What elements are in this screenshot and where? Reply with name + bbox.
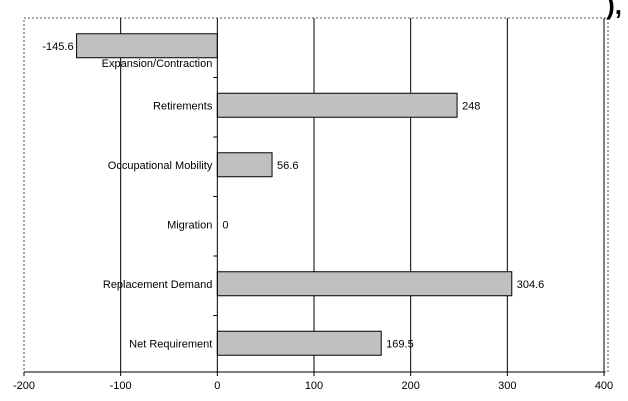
category-label: Expansion/Contraction <box>102 58 213 70</box>
label-layer: Expansion/Contraction -145.6 Retirements 24… <box>42 41 544 351</box>
axis-layer: -200 -100 0 100 200 300 400 <box>13 18 613 392</box>
value-label: 169.5 <box>386 338 414 350</box>
category-label: Occupational Mobility <box>108 160 213 172</box>
bar-replacement-demand <box>216 271 513 297</box>
x-tick-label: 0 <box>214 380 220 392</box>
x-tick-label: 100 <box>305 380 323 392</box>
x-tick-label: 400 <box>595 380 613 392</box>
x-tick-label: -200 <box>13 380 35 392</box>
category-label: Migration <box>167 219 212 231</box>
x-tick-label: 300 <box>498 380 516 392</box>
chart-title-fragment: ), <box>606 0 622 20</box>
category-label: Retirements <box>153 100 213 112</box>
bar-occupational-mobility <box>216 152 273 178</box>
category-label: Net Requirement <box>129 338 212 350</box>
grid-layer <box>120 18 605 372</box>
value-label: 56.6 <box>277 160 298 172</box>
value-label: 304.6 <box>517 279 545 291</box>
value-label: 0 <box>222 219 228 231</box>
bar-layer <box>76 33 513 356</box>
x-tick-label: -100 <box>110 380 132 392</box>
bar-expansion-contraction <box>76 33 218 59</box>
category-label: Replacement Demand <box>103 279 212 291</box>
plot-border <box>23 17 609 373</box>
value-label: -145.6 <box>42 41 73 53</box>
bar-retirements <box>216 92 458 118</box>
x-tick-label: 200 <box>401 380 419 392</box>
bar-net-requirement <box>216 330 382 356</box>
chart-title-clipped: ), <box>0 0 628 20</box>
value-label: 248 <box>462 100 480 112</box>
